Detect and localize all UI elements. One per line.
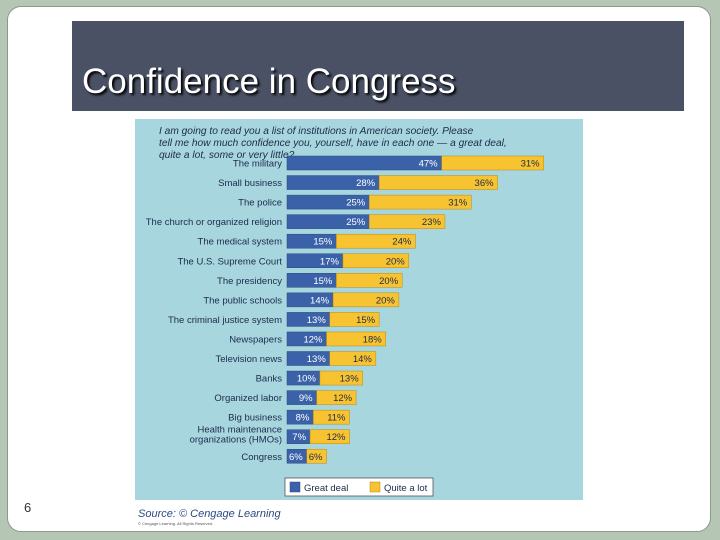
chart-question: I am going to read you a list of institu… bbox=[159, 126, 507, 161]
value-label-quite-a-lot: 15% bbox=[356, 315, 376, 326]
value-label-great-deal: 25% bbox=[346, 217, 366, 228]
value-label-quite-a-lot: 18% bbox=[363, 334, 383, 345]
value-label-great-deal: 7% bbox=[292, 432, 306, 443]
value-label-quite-a-lot: 20% bbox=[376, 295, 396, 306]
legend-label-quite-a-lot: Quite a lot bbox=[384, 483, 428, 494]
source-strip bbox=[135, 500, 583, 527]
value-label-quite-a-lot: 13% bbox=[340, 374, 360, 385]
bar-quite-a-lot bbox=[306, 449, 327, 464]
value-label-quite-a-lot: 12% bbox=[326, 432, 346, 443]
bar-quite-a-lot bbox=[326, 331, 386, 347]
value-label-quite-a-lot: 6% bbox=[309, 452, 323, 463]
bar-quite-a-lot bbox=[329, 312, 380, 327]
category-label: Newspapers bbox=[229, 334, 282, 345]
page-number: 6 bbox=[24, 500, 32, 515]
value-label-great-deal: 47% bbox=[419, 159, 439, 170]
category-label: The presidency bbox=[217, 276, 282, 287]
category-label: Small business bbox=[218, 178, 282, 189]
category-label: The U.S. Supreme Court bbox=[177, 256, 282, 267]
legend-swatch-great-deal bbox=[289, 481, 301, 493]
value-label-great-deal: 14% bbox=[310, 295, 330, 306]
bar-quite-a-lot bbox=[313, 409, 350, 425]
bar-quite-a-lot bbox=[332, 292, 400, 308]
bar-quite-a-lot bbox=[329, 351, 377, 366]
value-label-quite-a-lot: 12% bbox=[333, 393, 353, 404]
category-label: The public schools bbox=[203, 295, 282, 306]
category-label: Big business bbox=[228, 413, 282, 424]
value-label-great-deal: 17% bbox=[320, 256, 340, 267]
category-label: Banks bbox=[256, 374, 283, 385]
value-label-quite-a-lot: 11% bbox=[327, 413, 346, 424]
value-label-quite-a-lot: 14% bbox=[353, 354, 373, 365]
slide-title: Confidence in Congress bbox=[82, 62, 456, 101]
bar-quite-a-lot bbox=[309, 429, 350, 444]
bar-quite-a-lot bbox=[319, 370, 363, 386]
bar-quite-a-lot bbox=[342, 253, 409, 268]
legend-box bbox=[284, 477, 434, 497]
category-label: The criminal justice system bbox=[168, 315, 282, 326]
category-label: The military bbox=[233, 159, 282, 170]
value-label-quite-a-lot: 23% bbox=[422, 217, 442, 228]
value-label-great-deal: 9% bbox=[299, 393, 313, 404]
bar-quite-a-lot bbox=[316, 390, 357, 405]
value-label-great-deal: 15% bbox=[313, 276, 333, 287]
value-label-quite-a-lot: 36% bbox=[475, 178, 495, 189]
value-label-great-deal: 25% bbox=[346, 198, 366, 209]
value-label-great-deal: 13% bbox=[307, 354, 327, 365]
chart-source: Source: © Cengage Learning bbox=[138, 508, 282, 520]
category-label: Health maintenance organizations (HMOs) bbox=[190, 425, 282, 446]
category-label: The church or organized religion bbox=[146, 217, 282, 228]
category-label: The medical system bbox=[198, 237, 283, 248]
value-label-great-deal: 10% bbox=[297, 374, 317, 385]
confidence-chart: I am going to read you a list of institu… bbox=[138, 126, 544, 526]
legend-swatch-quite-a-lot bbox=[369, 481, 381, 493]
bar-quite-a-lot bbox=[441, 155, 544, 171]
bar-quite-a-lot bbox=[369, 194, 472, 210]
chart-copyright: © Cengage Learning. All Rights Reserved. bbox=[138, 521, 213, 526]
bar-quite-a-lot bbox=[336, 273, 403, 288]
value-label-quite-a-lot: 31% bbox=[521, 159, 541, 170]
value-label-great-deal: 12% bbox=[303, 334, 323, 345]
value-label-quite-a-lot: 31% bbox=[448, 198, 468, 209]
legend-label-great-deal: Great deal bbox=[304, 483, 348, 494]
category-label: Television news bbox=[215, 354, 282, 365]
value-label-great-deal: 8% bbox=[296, 413, 310, 424]
bar-quite-a-lot bbox=[378, 175, 498, 190]
bar-quite-a-lot bbox=[369, 214, 446, 229]
title-bar bbox=[72, 21, 684, 111]
category-label: The police bbox=[238, 198, 282, 209]
value-label-quite-a-lot: 20% bbox=[379, 276, 399, 287]
bar-quite-a-lot bbox=[336, 233, 416, 249]
value-label-quite-a-lot: 20% bbox=[386, 256, 406, 267]
value-label-quite-a-lot: 24% bbox=[392, 237, 412, 248]
value-label-great-deal: 13% bbox=[307, 315, 327, 326]
value-label-great-deal: 15% bbox=[313, 237, 333, 248]
value-label-great-deal: 28% bbox=[356, 178, 376, 189]
value-label-great-deal: 6% bbox=[289, 452, 303, 463]
category-label: Congress bbox=[241, 452, 282, 463]
category-label: Organized labor bbox=[214, 393, 282, 404]
